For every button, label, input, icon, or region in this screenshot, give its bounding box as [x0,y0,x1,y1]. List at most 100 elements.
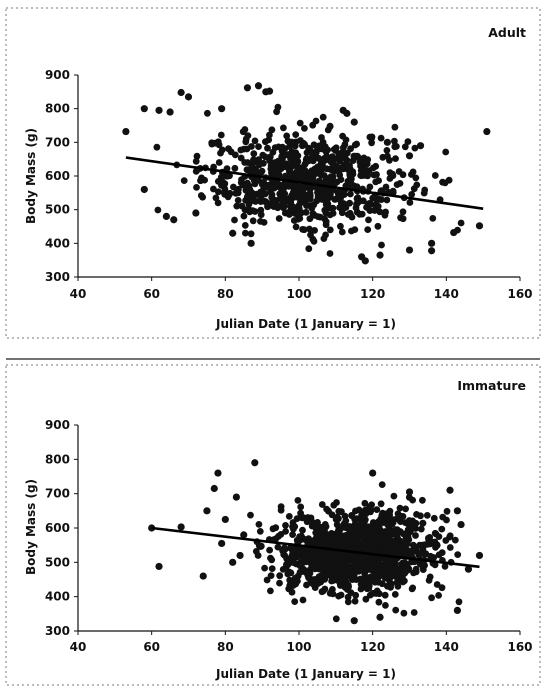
data-point [277,506,285,514]
data-point [140,185,148,194]
data-point [290,217,298,224]
data-point [374,222,382,230]
data-point [361,499,369,507]
data-point [303,581,310,589]
data-point [284,151,292,158]
data-point [396,504,404,512]
data-point [475,222,484,230]
data-point [443,507,451,515]
data-point [309,235,317,243]
data-point [397,546,404,554]
data-point [409,168,417,176]
data-point [244,185,252,193]
x-tick-label: 80 [217,287,234,301]
data-point [299,596,307,604]
data-point [405,246,414,254]
data-point [311,227,318,234]
data-point [298,514,306,522]
data-point [401,143,409,151]
data-point [245,201,253,208]
data-point [204,109,211,117]
data-point [375,526,383,534]
x-tick-label: 80 [217,640,234,654]
data-point [289,582,297,589]
data-point [297,503,305,511]
data-point [323,153,330,160]
data-point [353,540,361,548]
data-point [221,515,229,524]
data-point [429,538,437,546]
y-tick-label: 800 [45,452,70,466]
data-point [240,531,248,539]
data-point [346,171,354,179]
data-point [375,578,382,586]
data-point [290,203,297,211]
data-point [296,533,303,541]
data-point [453,507,461,515]
data-point [332,144,340,152]
data-point [358,158,366,166]
data-point [327,187,335,195]
data-point [378,241,385,249]
data-point [241,126,249,133]
data-point [322,555,329,562]
data-point [231,216,238,224]
data-point [382,183,390,191]
data-point [381,591,389,599]
x-tick-label: 60 [143,287,160,301]
data-point [376,613,384,621]
data-point [386,533,393,541]
data-point [428,239,436,247]
data-point [298,562,305,570]
data-point [399,171,407,179]
data-point [199,193,207,201]
y-tick-label: 900 [45,418,70,432]
data-point [275,171,283,179]
data-point [438,584,446,592]
data-point [221,190,229,198]
data-point [244,179,251,187]
data-point [451,536,459,544]
data-point [325,565,333,573]
data-point [224,172,231,180]
data-point [438,525,446,533]
adult-scatter-chart: Adult Julian Date (1 January = 1) Body M… [5,7,541,339]
data-point [268,565,276,572]
data-point [177,88,185,97]
data-point [417,525,425,533]
data-point [347,145,354,153]
data-point [285,513,293,520]
data-point [351,597,359,605]
data-point [389,187,397,195]
data-point [405,152,414,160]
data-point [237,146,245,154]
data-point [446,532,454,540]
data-point [316,191,324,199]
x-tick-label: 100 [286,640,311,654]
data-point [180,177,188,185]
data-point [391,573,399,580]
data-point [291,574,299,582]
data-point [450,228,458,237]
data-point [373,197,381,204]
data-point [329,590,337,598]
data-point [423,512,431,519]
data-point [292,193,300,201]
data-point [184,93,193,101]
data-point [408,191,416,198]
data-point [232,493,240,501]
data-point [283,561,290,569]
data-point [218,539,226,548]
data-point [409,517,416,525]
data-point [342,559,350,567]
data-point [381,574,389,582]
data-point [331,162,339,169]
data-point [166,108,174,116]
data-point [251,137,259,145]
data-point [223,165,231,173]
data-point [243,84,252,92]
data-point [250,150,258,158]
data-point [226,189,234,197]
x-tick-label: 140 [434,287,459,301]
data-point [306,569,314,577]
